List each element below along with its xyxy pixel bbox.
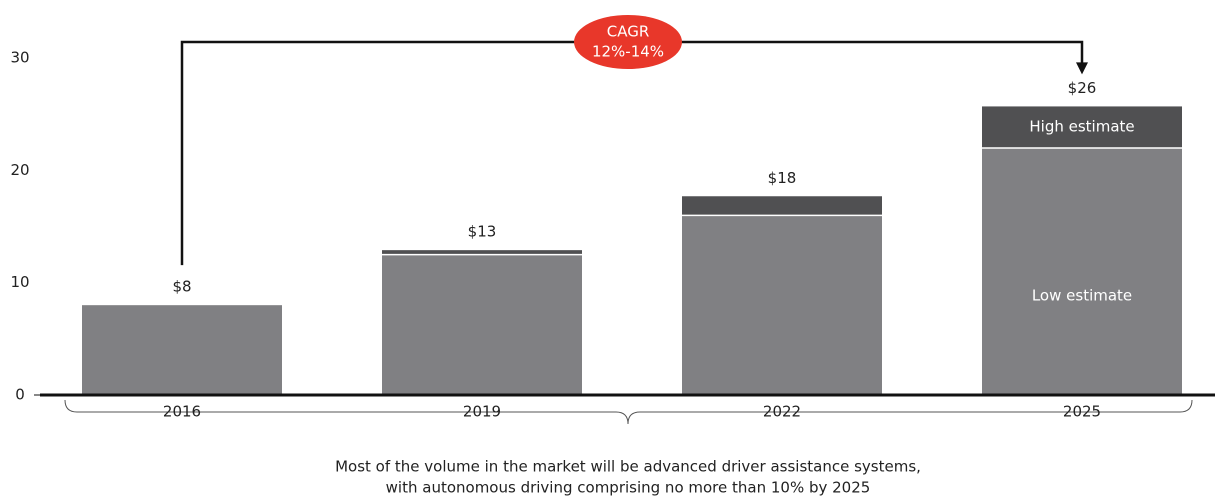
value-label: $13 xyxy=(468,223,497,241)
x-tick-label: 2019 xyxy=(463,403,501,421)
note-line: Most of the volume in the market will be… xyxy=(335,458,921,476)
bar-segment xyxy=(982,106,1182,148)
bar-segment xyxy=(82,305,282,395)
note-line: with autonomous driving comprising no mo… xyxy=(386,479,871,497)
bar-segment xyxy=(382,254,582,395)
x-tick-label: 2025 xyxy=(1063,403,1101,421)
y-tick-label: 0 xyxy=(15,386,25,404)
brace xyxy=(64,399,1193,425)
segment-label: High estimate xyxy=(1029,118,1134,136)
x-tick-label: 2016 xyxy=(163,403,201,421)
arrow-head xyxy=(1076,62,1088,75)
value-label: $26 xyxy=(1068,79,1097,97)
cagr-connector xyxy=(180,40,1084,266)
segment-label: Low estimate xyxy=(1032,287,1132,305)
cagr-text: 12%-14% xyxy=(592,43,664,61)
bar-segment xyxy=(982,147,1182,395)
bar-segment xyxy=(382,250,582,255)
x-tick-label: 2022 xyxy=(763,403,801,421)
y-tick-label: 30 xyxy=(10,49,29,67)
cagr-text: CAGR xyxy=(607,23,650,41)
y-tick-label: 20 xyxy=(10,161,29,179)
bar-segment xyxy=(682,215,882,395)
cagr-badge xyxy=(574,15,682,69)
bar-segment xyxy=(682,196,882,216)
y-tick-label: 10 xyxy=(10,273,29,291)
value-label: $18 xyxy=(768,169,797,187)
value-label: $8 xyxy=(172,278,191,296)
